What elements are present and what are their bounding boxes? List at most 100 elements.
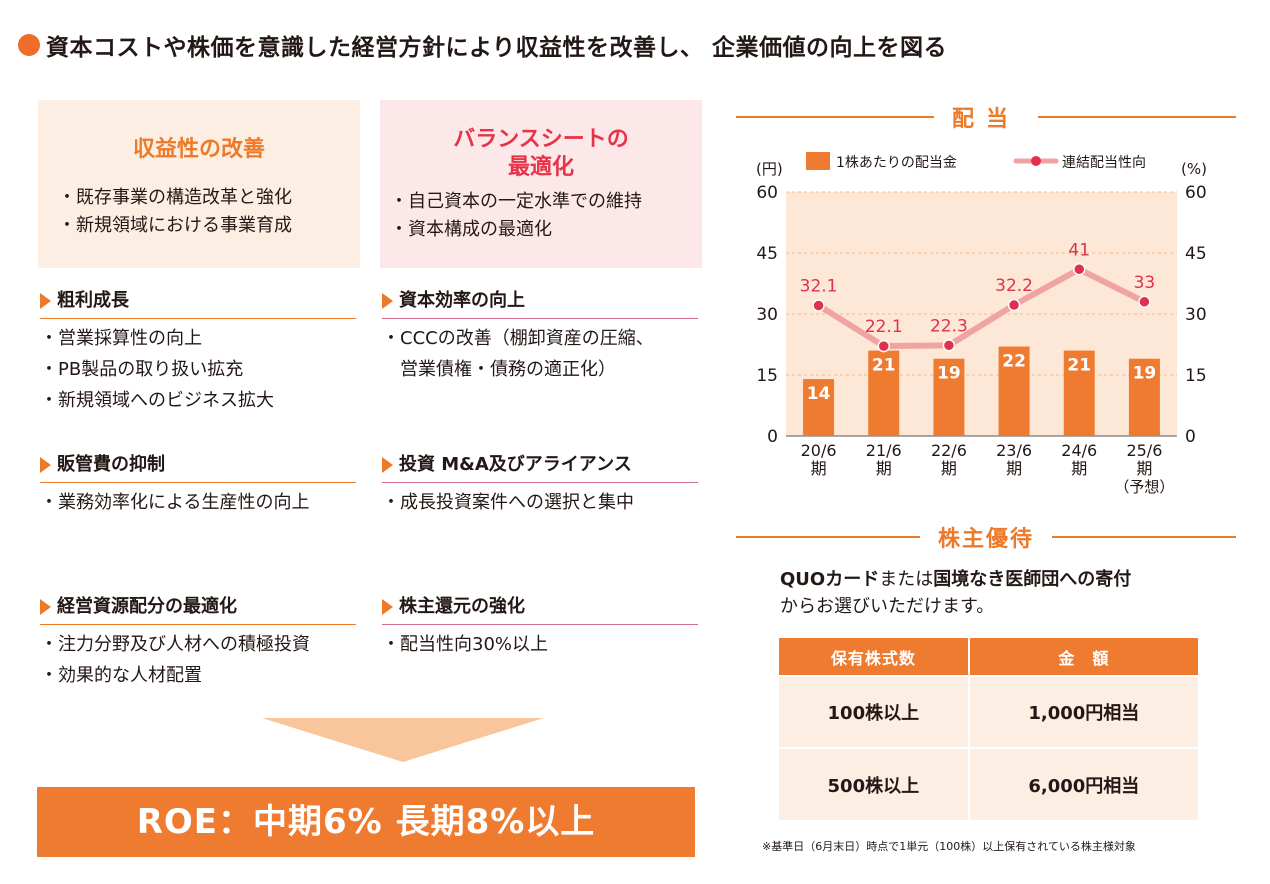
section-item: ・営業採算性の向上 [40,328,202,349]
x-tick-label: 期 [811,459,827,478]
legend-bar-label: 1株あたりの配当金 [836,155,957,171]
bar [803,379,835,436]
section-heading: 株主還元の強化 [399,596,525,617]
choose-text: からお選びいただけます。 [780,596,995,617]
payout-ratio-point [812,299,825,312]
section-item: ・新規領域へのビジネス拡大 [40,390,274,411]
section-investment: 投資 M&A及びアライアンス ・成長投資案件への選択と集中 [382,452,698,518]
legend-bar-swatch [806,152,830,170]
x-tick-label: 期 [941,459,957,478]
balance-sheet-heading: バランスシートの 最適化 [380,126,702,182]
balance-sheet-box: バランスシートの 最適化 ・自己資本の一定水準での維持 ・資本構成の最適化 [380,100,702,268]
y-left-tick-label: 60 [756,183,778,203]
triangle-bullet-icon [382,293,393,309]
bar-value-label: 21 [872,356,896,376]
payout-ratio-label: 32.1 [800,276,838,296]
section-item: ・効果的な人材配置 [40,665,202,686]
x-tick-label: （予想） [1114,478,1174,496]
divider [736,116,934,118]
bar-value-label: 21 [1067,356,1091,376]
x-tick-label: 期 [1006,459,1022,478]
roe-banner: ROE：中期6% 長期8%以上 [37,787,695,857]
y-right-tick-label: 0 [1185,427,1196,447]
section-gross-profit: 粗利成長 ・営業採算性の向上 ・PB製品の取り扱い拡充 ・新規領域へのビジネス拡… [40,288,356,416]
y-left-tick-label: 0 [767,427,778,447]
balance-sheet-item: ・自己資本の一定水準での維持 [390,191,642,212]
profitability-box: 収益性の改善 ・既存事業の構造改革と強化 ・新規領域における事業育成 [38,100,360,268]
shares-cell: 100株以上 [779,675,969,748]
y-left-unit: (円) [756,160,783,178]
donation-text: 国境なき医師団への寄付 [933,569,1132,590]
table-row: 500株以上 6,000円相当 [779,747,1198,820]
legend-line-marker [1031,156,1041,166]
bar-value-label: 14 [807,384,831,404]
y-right-unit: (%) [1181,160,1207,178]
dividend-chart: 0 0 15 15 30 30 45 45 60 60 (円) (%) 1株あたりの配当金 連結配当性向 1… [756,152,1207,496]
triangle-bullet-icon [40,457,51,473]
profitability-heading: 収益性の改善 [132,137,265,162]
triangle-bullet-icon [382,457,393,473]
payout-ratio-label: 41 [1068,240,1090,260]
dividend-heading: 配当 [736,102,1237,132]
y-right-tick-label: 45 [1185,244,1207,264]
x-tick-label: 22/6 [931,441,967,460]
section-heading: 経営資源配分の最適化 [57,596,237,617]
x-tick-label: 期 [1136,459,1152,478]
x-tick-label: 25/6 [1126,441,1162,460]
payout-ratio-point [1073,263,1086,276]
section-item: ・PB製品の取り扱い拡充 [40,359,244,380]
bar-value-label: 19 [937,364,961,384]
table-row: 100株以上 1,000円相当 [779,675,1198,748]
section-heading: 投資 M&A及びアライアンス [399,454,632,475]
profitability-item: ・新規領域における事業育成 [58,215,292,236]
section-item: ・配当性向30%以上 [382,634,549,655]
section-heading: 販管費の抑制 [57,454,165,475]
balance-sheet-item: ・資本構成の最適化 [390,219,552,240]
section-resource-allocation: 経営資源配分の最適化 ・注力分野及び人材への積極投資 ・効果的な人材配置 [40,594,356,691]
payout-ratio-point [942,339,956,352]
section-heading: 粗利成長 [57,290,129,311]
shares-cell: 500株以上 [779,747,969,820]
section-item: ・業務効率化による生産性の向上 [40,492,310,513]
or-text: または [879,569,934,590]
balance-sheet-heading-line2: 最適化 [507,155,574,180]
legend-line-label: 連結配当性向 [1062,155,1146,171]
bar [998,346,1030,436]
section-heading: 資本効率の向上 [399,290,525,311]
triangle-bullet-icon [382,599,393,615]
y-right-tick-label: 60 [1185,183,1207,203]
x-tick-label: 21/6 [866,441,902,460]
dividend-heading-text: 配当 [952,107,1021,132]
amount-cell: 6,000円相当 [967,747,1198,820]
bar [1128,358,1160,436]
yutai-description: QUOカードまたは国境なき医師団への寄付 からお選びいただけます。 [780,566,1131,620]
y-left-tick-label: 45 [756,244,778,264]
y-left-tick-label: 30 [756,305,778,325]
payout-ratio-label: 33 [1134,273,1156,293]
header-shares: 保有株式数 [779,638,969,676]
footnote: ※基準日（6月末日）時点で1単元（100株）以上保有されている株主様対象 [762,840,1136,853]
divider [1052,536,1237,538]
balance-sheet-heading-line1: バランスシートの [453,127,629,152]
payout-ratio-point [877,339,890,353]
main-title: 資本コストや株価を意識した経営方針により収益性を改善し、 企業価値の向上を図る [18,28,947,62]
quo-card-text: QUOカード [780,569,880,590]
main-title-text: 資本コストや株価を意識した経営方針により収益性を改善し、 企業価値の向上を図る [46,35,948,61]
payout-ratio-line [816,266,1146,350]
section-item: ・CCCの改善（棚卸資産の圧縮、 [382,328,654,349]
yutai-heading: 株主優待 [736,522,1237,552]
bar [868,350,900,436]
section-capital-efficiency: 資本効率の向上 ・CCCの改善（棚卸資産の圧縮、 営業債権・債務の適正化） [382,288,698,385]
divider [736,536,920,538]
y-right-tick-label: 15 [1185,366,1207,386]
y-right-tick-label: 30 [1185,305,1207,325]
section-sga: 販管費の抑制 ・業務効率化による生産性の向上 [40,452,356,518]
bar [1063,350,1095,436]
bar-value-label: 22 [1002,352,1026,372]
header-amount: 金 額 [967,638,1198,676]
payout-ratio-label: 22.3 [930,316,968,336]
amount-cell: 1,000円相当 [967,675,1198,748]
profitability-item: ・既存事業の構造改革と強化 [58,187,292,208]
section-item: ・注力分野及び人材への積極投資 [40,634,310,655]
payout-ratio-point [1138,295,1151,309]
